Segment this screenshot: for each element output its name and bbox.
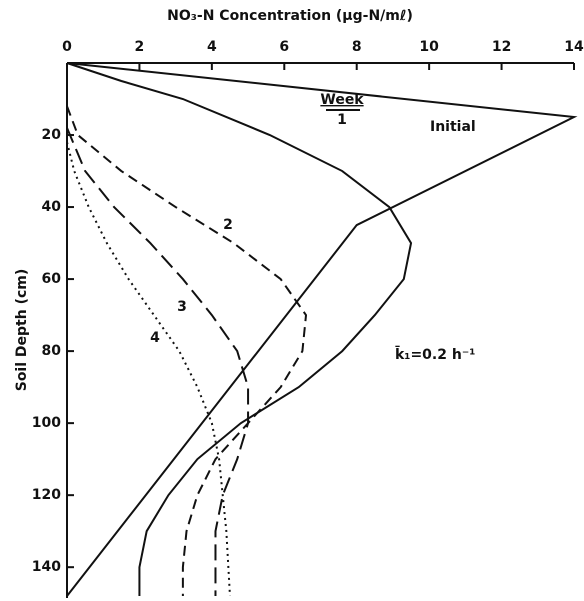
x-tick-label: 14	[564, 39, 584, 55]
series-label: 4	[150, 330, 160, 346]
line	[66, 127, 250, 596]
series-label: 1	[337, 112, 347, 128]
y-tick-label: 120	[32, 487, 61, 503]
y-axis-title: Soil Depth (cm)	[14, 269, 30, 392]
y-tick-label: 100	[32, 415, 61, 431]
x-axis-title: NO₃-N Concentration (µg-N/mℓ)	[167, 8, 413, 24]
line	[66, 62, 413, 596]
x-tick-label: 4	[207, 39, 217, 55]
y-tick-label: 80	[42, 343, 62, 359]
line	[66, 141, 231, 597]
x-tick-label: 0	[62, 39, 72, 55]
y-tick-label: 40	[42, 199, 62, 215]
annotation: k̄₁=0.2 h⁻¹	[395, 344, 475, 363]
x-tick-label: 8	[352, 39, 362, 55]
y-tick-label: 20	[42, 127, 62, 143]
series-label: 2	[223, 217, 233, 233]
series-label: Initial	[430, 119, 476, 135]
x-tick-label: 6	[279, 39, 289, 55]
x-tick-label: 10	[419, 39, 439, 55]
line	[66, 62, 578, 597]
y-tick-label: 140	[32, 559, 61, 575]
x-tick-label: 12	[492, 39, 511, 55]
series-label: 3	[177, 299, 187, 315]
line	[66, 105, 308, 596]
x-tick-label: 2	[135, 39, 145, 55]
y-tick-label: 60	[42, 271, 62, 287]
legend-title: Week	[320, 92, 364, 108]
